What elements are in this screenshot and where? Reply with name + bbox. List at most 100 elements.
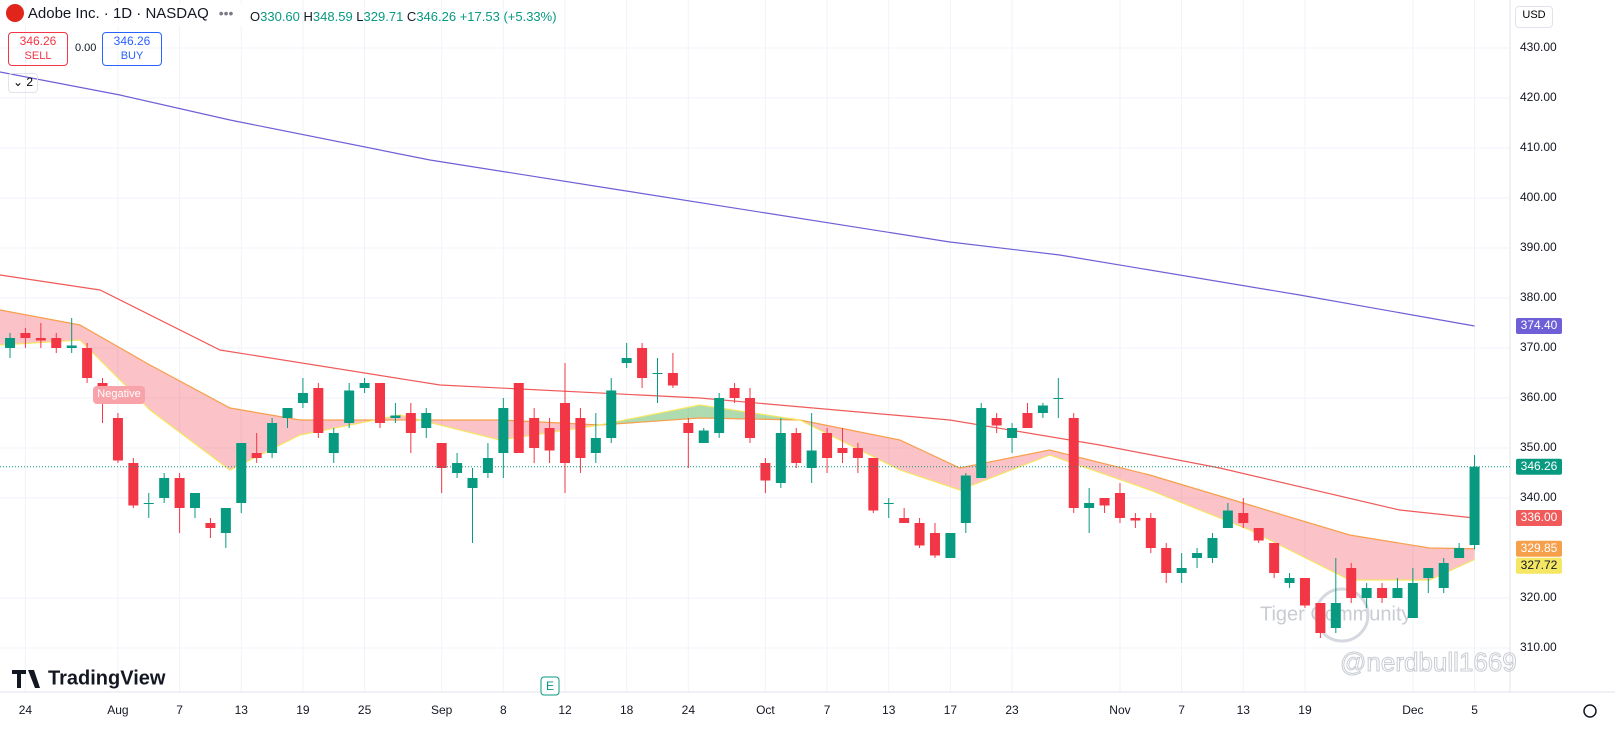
candle-body — [575, 418, 586, 458]
candle-body — [467, 478, 478, 488]
settings-icon[interactable] — [1583, 704, 1597, 718]
ma-badge — [1516, 318, 1562, 334]
candle-body — [899, 518, 910, 523]
candle-body — [1377, 588, 1388, 598]
buy-price: 346.26 — [113, 34, 151, 48]
candle-body — [1361, 588, 1372, 598]
ohlc-key: C — [406, 9, 417, 24]
ma-badge-label: 336.00 — [1521, 510, 1558, 524]
ma-badge-label: 374.40 — [1521, 318, 1558, 332]
candle-body — [1130, 518, 1141, 521]
candle-body — [66, 345, 77, 348]
candle-body — [1454, 548, 1465, 558]
ohlc-key: H — [303, 9, 313, 24]
earnings-label[interactable]: E — [546, 679, 554, 693]
buy-button[interactable]: 346.26 BUY — [102, 32, 162, 66]
candle-body — [868, 458, 879, 511]
candle-body — [914, 523, 925, 546]
candle-body — [1284, 578, 1295, 583]
ma-band — [1349, 535, 1430, 580]
symbol-logo — [6, 4, 24, 23]
candle-body — [1145, 518, 1156, 548]
candle-body — [313, 388, 324, 433]
x-tick-label: 7 — [176, 703, 183, 717]
symbol-title: Adobe Inc. · 1D · NASDAQ — [27, 4, 209, 22]
x-tick-label: 8 — [500, 703, 507, 717]
x-tick-label: 13 — [1237, 703, 1251, 717]
candle-body — [667, 373, 678, 386]
candle-body — [1114, 493, 1125, 518]
x-tick-label: 13 — [235, 703, 249, 717]
ma-band — [899, 440, 960, 490]
candle-body — [1346, 568, 1357, 598]
ma-badge-label: 329.85 — [1521, 541, 1558, 555]
ohlc-value: 329.71 — [363, 9, 404, 24]
ohlc-key: L — [356, 9, 364, 24]
candle-body — [960, 475, 971, 523]
x-tick-label: Dec — [1402, 703, 1423, 717]
candle-body — [112, 418, 123, 461]
buy-label: BUY — [120, 50, 144, 62]
change: +17.53 (+5.33%) — [459, 9, 557, 24]
candle-body — [1253, 528, 1264, 541]
earnings-marker[interactable] — [540, 676, 560, 696]
currency-button[interactable]: USD — [1515, 6, 1553, 28]
candle-body — [559, 403, 570, 463]
candle-body — [297, 393, 308, 403]
candle-body — [190, 493, 201, 508]
tag: Negative — [93, 386, 145, 404]
y-tick-label: 390.00 — [1520, 240, 1557, 254]
x-tick-label: 18 — [620, 703, 634, 717]
candle-body — [436, 443, 447, 468]
price-badge-label: 346.26 — [1521, 459, 1558, 473]
candle-body — [852, 448, 863, 458]
candle-body — [544, 428, 555, 451]
y-tick-label: 350.00 — [1520, 440, 1557, 454]
candle-body — [251, 453, 262, 458]
sell-label: SELL — [24, 50, 52, 62]
candle-body — [590, 438, 601, 453]
candle-body — [883, 503, 894, 504]
ohlc-value: 346.26 — [416, 9, 457, 24]
y-tick-label: 400.00 — [1520, 190, 1557, 204]
candle-body — [1037, 405, 1048, 413]
candle-body — [1469, 466, 1480, 545]
candle-body — [1330, 603, 1341, 628]
candle-body — [359, 383, 370, 388]
ma-badge-label: 327.72 — [1521, 558, 1558, 572]
candle-body — [421, 413, 432, 428]
ma-band — [1049, 450, 1150, 490]
candle-body — [236, 443, 247, 503]
candle-body — [174, 478, 185, 508]
sell-button[interactable]: 346.26 SELL — [8, 32, 68, 66]
ma-band — [959, 450, 1050, 490]
ma-band — [0, 310, 81, 345]
ma-band — [1149, 475, 1250, 530]
candle-body — [945, 533, 956, 558]
x-tick-label: Aug — [107, 703, 128, 717]
ma-band — [149, 365, 231, 470]
candle-body — [375, 383, 386, 423]
ma-badge — [1516, 540, 1562, 557]
candle-body — [991, 418, 1002, 426]
symbol-header[interactable]: Adobe Inc. · 1D · NASDAQ ••• — [6, 4, 260, 26]
x-tick-label: 7 — [1178, 703, 1185, 717]
brand: TradingView — [48, 667, 166, 689]
candle-body — [621, 358, 632, 363]
candle-body — [82, 348, 93, 378]
more-icon[interactable]: ••• — [218, 5, 234, 22]
ohlc: O330.60 H348.59 L329.71 C346.26 +17.53 (… — [250, 9, 557, 24]
watermark: @nerdbull1669 — [1340, 647, 1517, 677]
candle-body — [1022, 413, 1033, 428]
candle-body — [1299, 578, 1310, 606]
candle-body — [1007, 428, 1018, 438]
ohlc-value: 348.59 — [312, 9, 353, 24]
candle-body — [282, 408, 293, 418]
ma-badge — [1516, 557, 1562, 574]
y-tick-label: 320.00 — [1520, 590, 1557, 604]
x-tick-label: Sep — [431, 703, 453, 717]
ma-band — [1429, 548, 1475, 580]
ohlc-key: O — [250, 9, 261, 24]
collapse-button[interactable]: ⌄ 2 — [8, 73, 38, 93]
spread: 0.00 — [75, 42, 97, 54]
